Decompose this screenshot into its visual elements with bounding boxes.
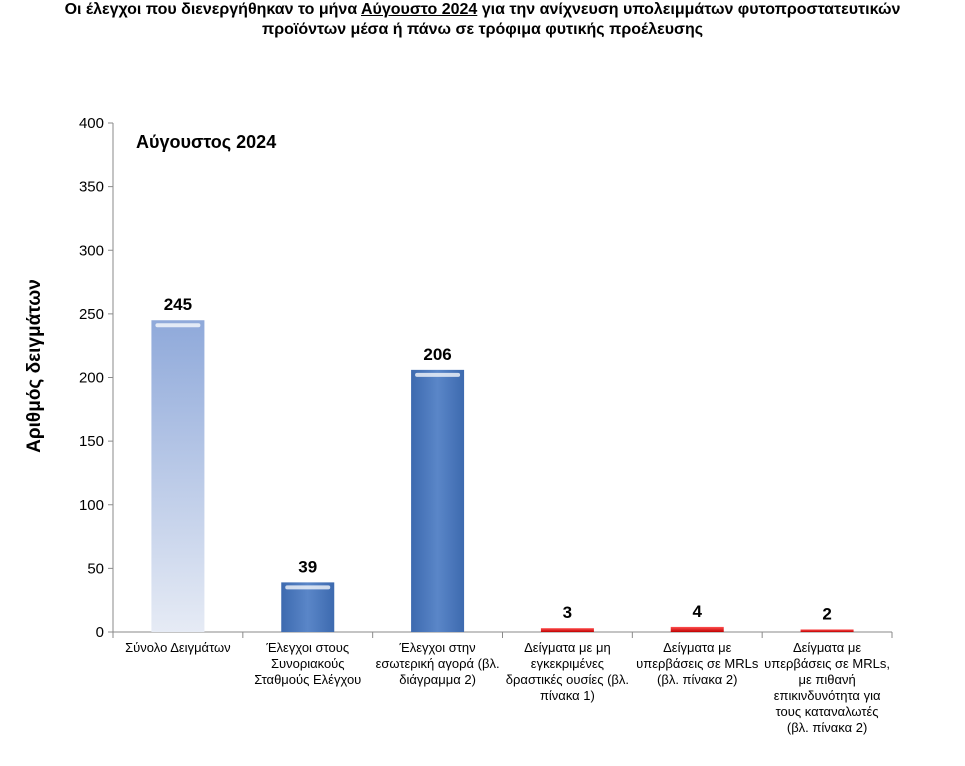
x-category-label: Δείγματα με μη εγκεκριμένες δραστικές ου… bbox=[505, 640, 630, 703]
bar bbox=[411, 369, 465, 632]
bar-value-label: 3 bbox=[563, 603, 572, 622]
bar-highlight bbox=[415, 372, 461, 377]
bar-highlight bbox=[155, 323, 201, 328]
y-tick-label: 200 bbox=[79, 370, 104, 387]
bar-highlight bbox=[285, 585, 331, 590]
y-tick-label: 300 bbox=[79, 242, 104, 259]
bar-value-label: 4 bbox=[693, 602, 703, 621]
y-tick-label: 50 bbox=[87, 560, 104, 577]
bar bbox=[151, 320, 205, 632]
chart-title-highlight: Αύγουστο 2024 bbox=[361, 1, 478, 18]
x-category-label: Έλεγχοι στην εσωτερική αγορά (βλ. διάγρα… bbox=[375, 640, 500, 687]
bar bbox=[800, 629, 854, 632]
y-tick-label: 100 bbox=[79, 497, 104, 514]
data-labels: 245 39 206 3 4 2 bbox=[164, 295, 832, 623]
y-tick-label: 350 bbox=[79, 179, 104, 196]
y-tick-label: 0 bbox=[96, 624, 104, 641]
axes: 0 50 100 150 200 250 300 350 400 bbox=[79, 115, 893, 641]
x-category-label: Δείγματα με υπερβάσεις σε MRLs, με πιθαν… bbox=[764, 640, 890, 735]
y-tick-label: 150 bbox=[79, 433, 104, 450]
y-tick-label: 400 bbox=[79, 115, 104, 132]
x-category-label: Σύνολο Δειγμάτων bbox=[125, 640, 231, 655]
bar bbox=[540, 628, 594, 632]
chart-title-pre: Οι έλεγχοι που διενεργήθηκαν το μήνα bbox=[64, 1, 361, 18]
bar-value-label: 206 bbox=[423, 345, 451, 364]
bar bbox=[281, 582, 335, 632]
bar bbox=[670, 626, 724, 632]
chart-title-post: για την ανίχνευση υπολειμμάτων φυτοπροστ… bbox=[261, 1, 901, 38]
y-tick-label: 250 bbox=[79, 306, 104, 323]
x-category-label: Έλεγχοι στους Συνοριακούς Σταθμούς Ελέγχ… bbox=[254, 640, 362, 687]
chart-title: Οι έλεγχοι που διενεργήθηκαν το μήνα Αύγ… bbox=[60, 0, 905, 40]
bar-value-label: 39 bbox=[298, 557, 317, 576]
bar-value-label: 245 bbox=[164, 295, 192, 314]
bars bbox=[151, 320, 854, 632]
bar-value-label: 2 bbox=[822, 604, 831, 623]
x-category-label: Δείγματα με υπερβάσεις σε MRLs (βλ. πίνα… bbox=[636, 640, 759, 687]
chart-subtitle: Αύγουστος 2024 bbox=[136, 132, 276, 152]
